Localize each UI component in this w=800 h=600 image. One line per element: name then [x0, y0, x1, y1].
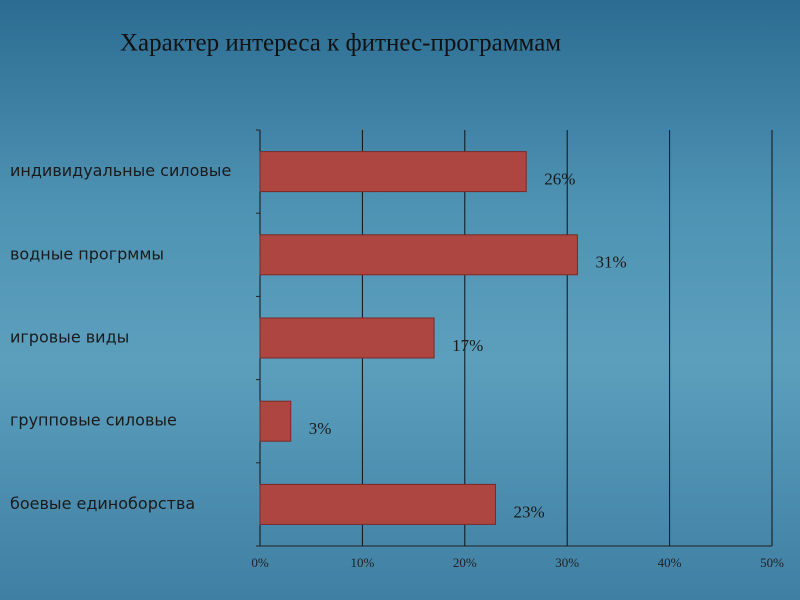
- value-label: 26%: [544, 170, 575, 189]
- value-label: 23%: [514, 502, 545, 521]
- x-tick-label: 40%: [658, 555, 682, 570]
- category-label: водные прогрммы: [10, 244, 164, 263]
- bar: [259, 400, 292, 442]
- value-label: 17%: [452, 336, 483, 355]
- category-label: групповые силовые: [10, 411, 177, 430]
- category-label: боевые единоборства: [10, 494, 195, 513]
- x-tick-label: 20%: [453, 555, 477, 570]
- x-tick-label: 50%: [760, 555, 784, 570]
- value-label: 3%: [309, 419, 332, 438]
- category-label: игровые виды: [10, 328, 129, 347]
- bar: [259, 151, 527, 193]
- x-tick-label: 30%: [555, 555, 579, 570]
- bar: [259, 483, 497, 525]
- value-label: 31%: [595, 253, 626, 272]
- category-label: индивидуальные силовые: [10, 161, 231, 180]
- bar: [259, 234, 578, 276]
- x-tick-label: 0%: [251, 555, 269, 570]
- x-tick-label: 10%: [350, 555, 374, 570]
- chart-title: Характер интереса к фитнес-программам: [120, 30, 561, 57]
- bar: [259, 317, 435, 359]
